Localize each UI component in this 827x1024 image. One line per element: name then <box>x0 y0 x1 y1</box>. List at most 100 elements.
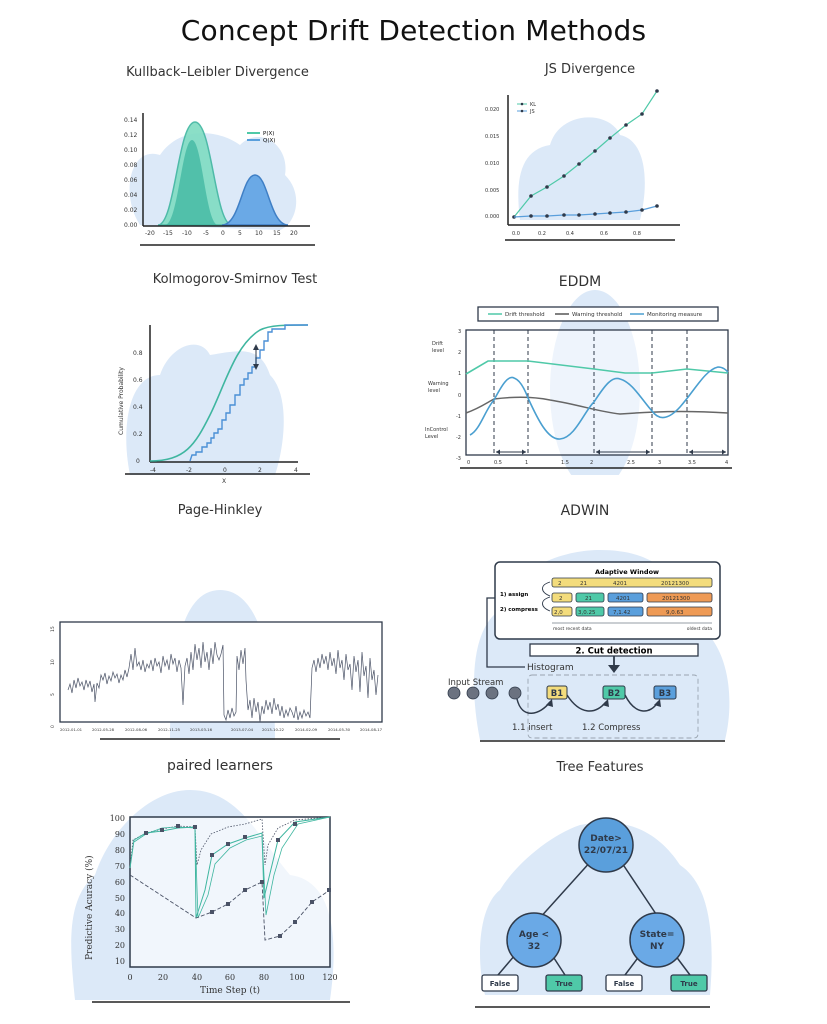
svg-text:0.02: 0.02 <box>124 207 138 214</box>
svg-text:2012-01-01: 2012-01-01 <box>60 727 83 732</box>
svg-text:-15: -15 <box>163 230 173 237</box>
svg-text:2012-11-25: 2012-11-25 <box>158 727 181 732</box>
svg-text:100: 100 <box>289 973 304 982</box>
leaf-true <box>670 974 708 992</box>
svg-text:B2: B2 <box>608 689 620 699</box>
svg-text:0: 0 <box>467 460 470 466</box>
svg-text:0.2: 0.2 <box>538 231 546 237</box>
svg-text:2: 2 <box>558 581 562 587</box>
svg-text:4201: 4201 <box>616 596 630 602</box>
svg-text:0: 0 <box>127 973 132 982</box>
paired-title: paired learners <box>167 758 273 774</box>
svg-text:0: 0 <box>50 725 56 728</box>
svg-text:90: 90 <box>115 830 125 839</box>
paired-learner-2 <box>133 816 331 919</box>
svg-text:Warning threshold: Warning threshold <box>572 312 622 318</box>
reactive-learner <box>129 816 331 869</box>
svg-text:0.2: 0.2 <box>133 431 143 438</box>
svg-text:30: 30 <box>115 925 125 934</box>
svg-text:1.2 Compress: 1.2 Compress <box>582 723 641 733</box>
svg-text:4: 4 <box>725 460 728 466</box>
svg-text:0.00: 0.00 <box>124 222 138 229</box>
q-distribution <box>221 174 289 226</box>
svg-text:True: True <box>555 980 572 988</box>
leaf-false <box>481 974 519 992</box>
page-hinkley-chart: 15 10 5 0 2012-01-01 2012-05-28 2012-08-06… <box>50 590 383 740</box>
svg-text:0.8: 0.8 <box>633 231 641 237</box>
eddm-legend <box>477 306 719 322</box>
svg-text:Input Stream: Input Stream <box>448 678 503 688</box>
svg-text:2: 2 <box>258 467 262 474</box>
legend-js: JS <box>529 109 535 115</box>
svg-text:0.5: 0.5 <box>494 460 502 466</box>
svg-text:-2: -2 <box>456 435 461 441</box>
right-node <box>629 912 685 968</box>
root-node <box>578 817 634 873</box>
svg-text:0.0: 0.0 <box>512 231 520 237</box>
svg-text:False: False <box>490 980 511 988</box>
svg-text:5: 5 <box>238 230 242 237</box>
svg-text:Drift threshold: Drift threshold <box>505 312 545 318</box>
svg-text:NY: NY <box>650 942 665 952</box>
svg-text:120: 120 <box>322 973 337 982</box>
svg-text:1.5: 1.5 <box>561 460 569 466</box>
svg-text:2. Cut detection: 2. Cut detection <box>576 647 653 657</box>
svg-text:0: 0 <box>223 467 227 474</box>
x-axis-label: X <box>222 478 226 485</box>
svg-text:Date>: Date> <box>590 834 622 844</box>
left-node <box>506 912 562 968</box>
svg-text:10: 10 <box>50 659 56 665</box>
kl-legend: P(X) Q(X) <box>247 131 275 144</box>
svg-text:oldest data: oldest data <box>687 626 713 632</box>
svg-text:Adaptive Window: Adaptive Window <box>595 568 659 576</box>
svg-text:InControl: InControl <box>425 427 448 433</box>
y-tick: 0.14 <box>124 117 138 124</box>
svg-text:2013-10-22: 2013-10-22 <box>262 727 285 732</box>
js-series <box>513 205 658 218</box>
svg-text:2013-03-16: 2013-03-16 <box>190 727 213 732</box>
js-chart: 0.020 0.015 0.010 0.005 0.000 0.0 0.2 0.4 0.6 0.… <box>485 89 680 241</box>
x-axis-label: Time Step (t) <box>200 985 260 996</box>
svg-text:2: 2 <box>559 596 563 602</box>
monitoring-measure-line <box>469 366 729 440</box>
svg-text:3: 3 <box>458 329 461 335</box>
svg-text:21: 21 <box>585 596 592 602</box>
p-inner <box>165 140 218 225</box>
background-blob <box>518 117 645 220</box>
svg-text:level: level <box>428 388 440 394</box>
svg-text:1: 1 <box>458 371 461 377</box>
svg-text:20: 20 <box>158 973 168 982</box>
ph-series <box>67 641 379 723</box>
ecdf-steps <box>189 324 308 462</box>
js-legend: KL JS <box>517 102 536 115</box>
svg-text:-2: -2 <box>186 467 192 474</box>
cdf-curve <box>149 324 309 462</box>
svg-text:0.04: 0.04 <box>124 192 138 199</box>
svg-text:40: 40 <box>192 973 202 982</box>
svg-text:2014-05-30: 2014-05-30 <box>328 727 351 732</box>
js-title: JS Divergence <box>544 62 636 77</box>
svg-text:0.005: 0.005 <box>485 188 499 194</box>
svg-text:50: 50 <box>115 894 125 903</box>
svg-text:False: False <box>614 980 635 988</box>
svg-text:-5: -5 <box>203 230 209 237</box>
svg-text:80: 80 <box>259 973 269 982</box>
svg-text:2.5: 2.5 <box>627 460 635 466</box>
svg-text:60: 60 <box>115 878 125 887</box>
svg-text:B1: B1 <box>551 689 563 699</box>
svg-text:70: 70 <box>115 862 125 871</box>
svg-text:20: 20 <box>115 941 125 950</box>
svg-text:3.5: 3.5 <box>688 460 696 466</box>
paired-learners-chart: Predictive Acuracy (%) 100 90 80 70 60 50 40 3… <box>71 790 350 1003</box>
svg-text:100: 100 <box>110 814 125 823</box>
tree-title: Tree Features <box>556 760 644 775</box>
kl-title: Kullback–Leibler Divergence <box>126 65 309 80</box>
svg-text:-10: -10 <box>182 230 192 237</box>
svg-text:0.10: 0.10 <box>124 147 138 154</box>
tree-diagram: Date> 22/07/21 Age < 32 State= NY False … <box>475 817 712 1008</box>
svg-text:10: 10 <box>115 957 125 966</box>
svg-text:0.4: 0.4 <box>133 404 143 411</box>
kl-series <box>513 90 658 218</box>
legend-kl: KL <box>530 102 536 108</box>
svg-text:Age <: Age < <box>519 930 549 940</box>
